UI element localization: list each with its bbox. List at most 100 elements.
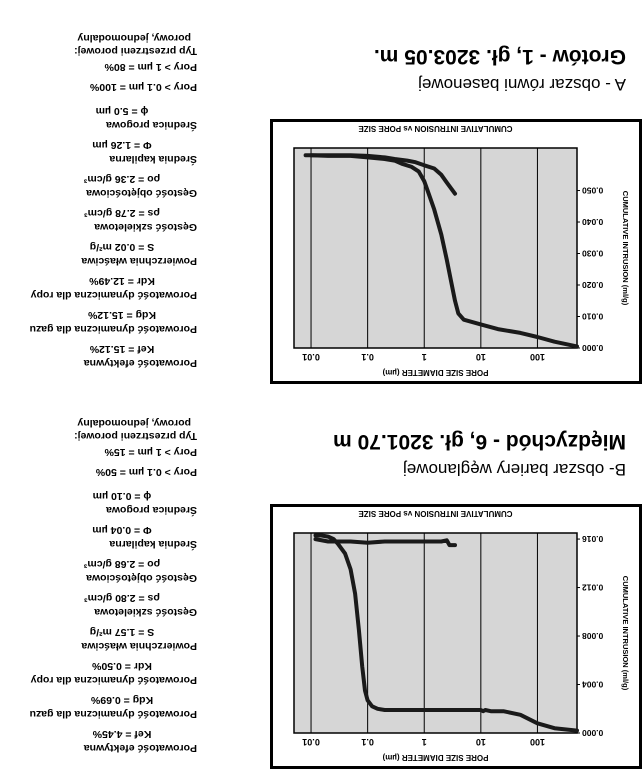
- y-tick-label: 0.016: [582, 534, 604, 544]
- param-name: Gęstość szkieletowa: [94, 606, 197, 618]
- param-name: Porowatość dynamiczna dla gazu: [29, 323, 197, 335]
- param-value: Kdr = 12.49%: [89, 275, 155, 287]
- y-tick-label: 0.050: [582, 186, 604, 196]
- chart-b: 100 10 1 0.1 0.01 0.000 0.004 0.008 0.012 0.016 PO…: [293, 509, 630, 762]
- param-value: S = 1.57 m²/g: [89, 626, 155, 638]
- y-tick-label: 0.030: [582, 249, 604, 259]
- well-caption-b: Międzychód - 6, gł. 3201.70 m: [333, 430, 626, 453]
- param-name: Porowatość dynamiczna dla ropy: [30, 674, 197, 686]
- chart-frame-a: 100 10 1 0.1 0.01 0.000 0.010 0.020 0.030 0.040 0.…: [270, 119, 642, 384]
- panel-b: 100 10 1 0.1 0.01 0.000 0.004 0.008 0.012 0.016 PO…: [0, 389, 642, 769]
- x-tick-label: 0.01: [302, 352, 320, 362]
- pore-type-label: Typ przestrzeni porowej:: [74, 45, 197, 57]
- well-caption-a: Grotów - 1, gł. 3203.05 m.: [373, 45, 626, 68]
- param-name: Porowatość efektywna: [83, 742, 197, 754]
- y-axis-title: CUMULATIVE INTRUSION (ml/g): [621, 576, 630, 691]
- pore-fraction: Pory > 1 µm = 15%: [104, 446, 197, 458]
- x-tick-label: 0.1: [361, 737, 374, 747]
- param-row: Porowatość efektywna Kef = 15.12%: [7, 335, 197, 369]
- pore-type-value: porowy, jednomodalny: [77, 417, 191, 429]
- pore-type-label: Typ przestrzeni porowej:: [74, 430, 197, 442]
- plot-area: [293, 532, 578, 734]
- param-row: Średnica progowa ϕ = 0.10 µm: [7, 482, 197, 516]
- pore-fraction: Pory > 1 µm = 80%: [104, 61, 197, 73]
- param-value: ρs = 2.78 g/cm³: [84, 207, 160, 219]
- x-tick-label: 0.01: [302, 737, 320, 747]
- plot-area: [293, 147, 578, 349]
- y-tick-label: 0.010: [582, 312, 604, 322]
- region-caption-a: A - obszar równi basenowej: [418, 75, 626, 94]
- y-tick-label: 0.008: [582, 631, 604, 641]
- intrusion-curve: [313, 533, 579, 733]
- param-value: Φ = 1.26 µm: [92, 139, 152, 151]
- param-value: Kef = 15.12%: [89, 343, 155, 355]
- pore-type-value: porowy, jednomodalny: [77, 32, 191, 44]
- x-tick-label: 0.1: [361, 352, 374, 362]
- param-row: Średnia kapilarna Φ = 1.26 µm: [7, 131, 197, 165]
- param-value: ρo = 2.36 g/cm³: [83, 173, 161, 185]
- pore-fraction: Pory > 0.1 µm = 100%: [89, 81, 197, 93]
- y-tick-label: 0.012: [582, 583, 604, 593]
- y-tick-label: 0.040: [582, 217, 604, 227]
- param-name: Porowatość dynamiczna dla gazu: [29, 708, 197, 720]
- param-row: Średnica progowa ϕ = 5.0 µm: [7, 97, 197, 131]
- x-axis-title: PORE SIZE DIAMETER (µm): [382, 753, 488, 762]
- x-tick-label: 100: [530, 737, 545, 747]
- chart-title: CUMULATIVE INTRUSION vs PORE SIZE: [358, 124, 513, 133]
- x-tick-label: 10: [476, 352, 486, 362]
- param-row: Porowatość dynamiczna dla gazu Kdg = 0.6…: [7, 686, 197, 720]
- param-row: Średnia kapilarna Φ = 0.04 µm: [7, 516, 197, 550]
- param-row: Gęstość szkieletowa ρs = 2.80 g/cm³: [7, 584, 197, 618]
- param-value: Kdr = 0.50%: [92, 660, 152, 672]
- y-tick-label: 0.004: [582, 680, 604, 690]
- param-name: Gęstość objętościowa: [86, 187, 197, 199]
- extrusion-curve: [313, 537, 457, 548]
- param-value: ρo = 2.68 g/cm³: [83, 558, 161, 570]
- x-tick-label: 1: [422, 352, 427, 362]
- param-value: Kef = 4.45%: [92, 728, 152, 740]
- param-row: Porowatość efektywna Kef = 4.45%: [7, 720, 197, 754]
- y-axis-title: CUMULATIVE INTRUSION (ml/g): [621, 191, 630, 306]
- param-value: ϕ = 5.0 µm: [95, 105, 149, 117]
- panel-a: 100 10 1 0.1 0.01 0.000 0.010 0.020 0.030 0.040 0.…: [0, 4, 642, 384]
- parameters-list-b: Porowatość efektywna Kef = 4.45% Porowat…: [7, 416, 197, 754]
- param-name: Powierzchnia właściwa: [81, 640, 197, 652]
- pore-summary-a: Pory > 0.1 µm = 100% Pory > 1 µm = 80% T…: [7, 31, 197, 97]
- param-name: Średnica progowa: [105, 504, 197, 516]
- parameters-list-a: Porowatość efektywna Kef = 15.12% Porowa…: [7, 31, 197, 369]
- pore-fraction: Pory > 0.1 µm = 50%: [95, 466, 197, 478]
- param-row: Gęstość objętościowa ρo = 2.68 g/cm³: [7, 550, 197, 584]
- y-tick-label: 0.000: [582, 343, 604, 353]
- param-row: Porowatość dynamiczna dla gazu Kdg = 15.…: [7, 301, 197, 335]
- param-row: Porowatość dynamiczna dla ropy Kdr = 12.…: [7, 267, 197, 301]
- param-row: Gęstość objętościowa ρo = 2.36 g/cm³: [7, 165, 197, 199]
- param-row: Powierzchnia właściwa S = 0.02 m²/g: [7, 233, 197, 267]
- x-tick-label: 10: [476, 737, 486, 747]
- chart-frame-b: 100 10 1 0.1 0.01 0.000 0.004 0.008 0.012 0.016 PO…: [270, 504, 642, 769]
- param-name: Gęstość objętościowa: [86, 572, 197, 584]
- pore-summary-b: Pory > 0.1 µm = 50% Pory > 1 µm = 15% Ty…: [7, 416, 197, 482]
- param-value: ϕ = 0.10 µm: [92, 490, 152, 502]
- y-tick-label: 0.000: [582, 728, 604, 738]
- param-value: Kdg = 15.12%: [88, 309, 156, 321]
- param-name: Porowatość dynamiczna dla ropy: [30, 289, 197, 301]
- chart-a: 100 10 1 0.1 0.01 0.000 0.010 0.020 0.030 0.040 0.…: [293, 124, 630, 377]
- x-tick-label: 1: [422, 737, 427, 747]
- param-name: Gęstość szkieletowa: [94, 221, 197, 233]
- x-tick-label: 100: [530, 352, 545, 362]
- param-row: Porowatość dynamiczna dla ropy Kdr = 0.5…: [7, 652, 197, 686]
- chart-title: CUMULATIVE INTRUSION vs PORE SIZE: [358, 509, 513, 518]
- param-row: Gęstość szkieletowa ρs = 2.78 g/cm³: [7, 199, 197, 233]
- extrusion-curve: [309, 153, 457, 196]
- param-value: S = 0.02 m²/g: [89, 241, 155, 253]
- param-name: Średnia kapilarna: [109, 153, 197, 165]
- region-caption-b: B- obszar bariery węglanowej: [403, 460, 626, 479]
- x-axis-title: PORE SIZE DIAMETER (µm): [382, 368, 488, 377]
- param-value: Kdg = 0.69%: [90, 694, 154, 706]
- param-value: Φ = 0.04 µm: [92, 524, 152, 536]
- param-name: Powierzchnia właściwa: [81, 255, 197, 267]
- param-name: Średnica progowa: [105, 119, 197, 131]
- param-value: ρs = 2.80 g/cm³: [84, 592, 160, 604]
- y-tick-label: 0.020: [582, 280, 604, 290]
